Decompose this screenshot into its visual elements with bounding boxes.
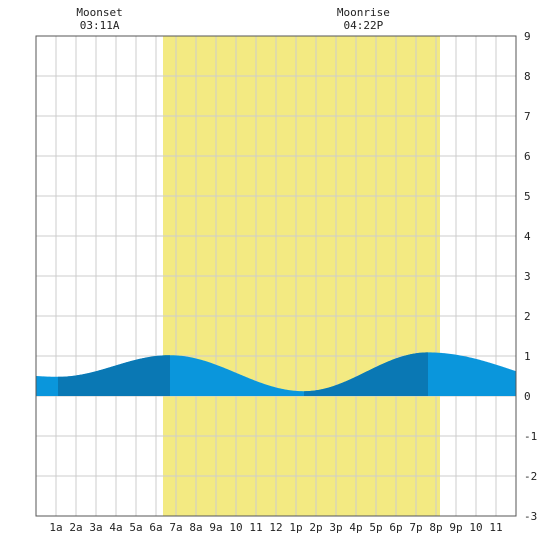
y-tick-label: 3 [524, 270, 531, 283]
x-tick-label: 3p [329, 521, 342, 534]
y-tick-label: 1 [524, 350, 531, 363]
x-tick-label: 9a [209, 521, 222, 534]
moon-event-label: Moonset [76, 6, 122, 19]
x-tick-labels: 1a 2a 3a 4a 5a 6a 7a 8a 9a 10 11 12 1p 2p 3p 4p 5p 6p 7p 8p… [49, 521, 502, 534]
x-tick-label: 10 [469, 521, 482, 534]
x-tick-label: 1p [289, 521, 302, 534]
y-tick-label: 0 [524, 390, 531, 403]
tide-area-layer [36, 352, 516, 396]
x-tick-label: 7p [409, 521, 422, 534]
moon-event-time: 04:22P [344, 19, 384, 32]
x-tick-label: 2a [69, 521, 82, 534]
x-tick-label: 2p [309, 521, 322, 534]
y-tick-label: -1 [524, 430, 537, 443]
y-tick-label: 4 [524, 230, 531, 243]
x-tick-label: 7a [169, 521, 182, 534]
x-tick-label: 5a [129, 521, 142, 534]
y-tick-label: -2 [524, 470, 537, 483]
moon-event-time: 03:11A [80, 19, 120, 32]
x-tick-label: 1a [49, 521, 62, 534]
y-tick-label: 6 [524, 150, 531, 163]
x-tick-label: 11 [249, 521, 262, 534]
x-tick-label: 3a [89, 521, 102, 534]
x-tick-label: 4a [109, 521, 122, 534]
moon-event-label: Moonrise [337, 6, 390, 19]
y-tick-label: -3 [524, 510, 537, 523]
y-tick-label: 2 [524, 310, 531, 323]
x-tick-label: 11 [489, 521, 502, 534]
x-tick-label: 12 [269, 521, 282, 534]
tide-area-rising-band [58, 355, 170, 396]
x-tick-label: 9p [449, 521, 462, 534]
x-tick-label: 8p [429, 521, 442, 534]
x-tick-label: 10 [229, 521, 242, 534]
y-tick-label: 5 [524, 190, 531, 203]
y-tick-labels: -3 -2 -1 0 1 2 3 4 5 6 7 8 9 [524, 30, 537, 523]
x-tick-label: 6a [149, 521, 162, 534]
y-tick-label: 7 [524, 110, 531, 123]
x-tick-label: 8a [189, 521, 202, 534]
y-tick-label: 8 [524, 70, 531, 83]
grid-layer [36, 35, 516, 517]
tide-area-rising-band [304, 352, 428, 396]
x-tick-label: 5p [369, 521, 382, 534]
x-tick-label: 4p [349, 521, 362, 534]
y-tick-label: 9 [524, 30, 531, 43]
plot-frame [35, 35, 517, 517]
x-tick-label: 6p [389, 521, 402, 534]
